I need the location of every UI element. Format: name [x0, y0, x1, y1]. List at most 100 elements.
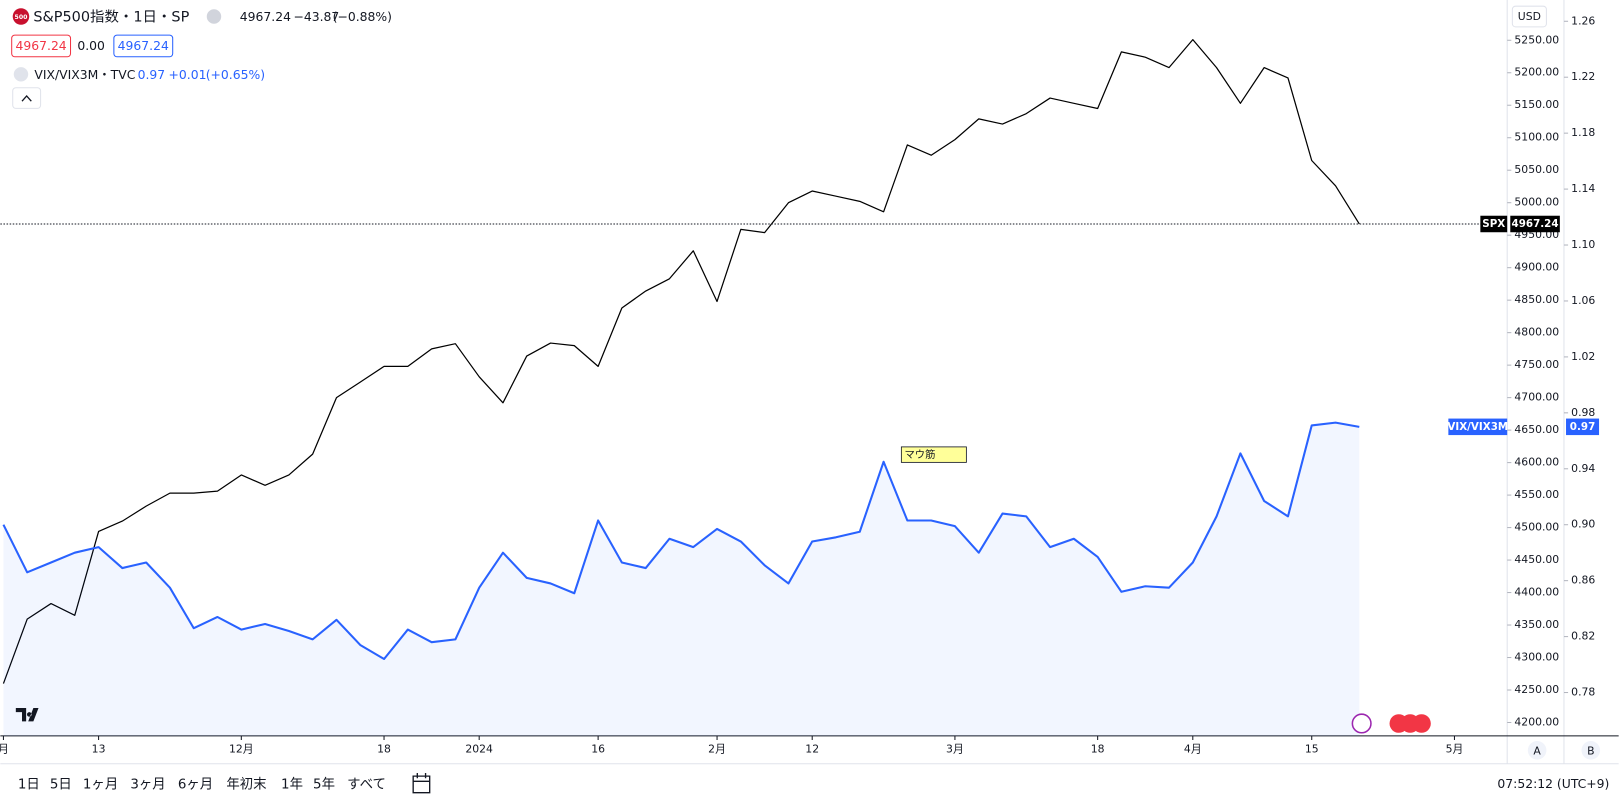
range-button[interactable]: 年初末 [226, 776, 266, 792]
flag-icon[interactable] [1412, 714, 1431, 733]
event-icon[interactable] [1351, 713, 1372, 734]
scale-b[interactable]: B [1587, 744, 1594, 757]
y2-tick-label: 0.90 [1571, 518, 1595, 531]
range-button[interactable]: 1ヶ月 [83, 777, 118, 792]
y2-tick-label: 1.14 [1571, 182, 1595, 195]
sell-box[interactable] [11, 34, 72, 58]
y-tick-label: 4900.00 [1514, 261, 1559, 274]
study-change: +0.01 [169, 68, 207, 82]
y-tick-label: 5050.00 [1514, 163, 1559, 176]
collapse-icon [21, 94, 32, 102]
y2-tick-label: 1.26 [1571, 14, 1595, 27]
buy-price[interactable]: 4967.24 [118, 39, 169, 53]
series-tag [1480, 215, 1508, 233]
y2-tick-label: 1.22 [1571, 70, 1595, 83]
logo-text: 500 [15, 14, 29, 21]
y-tick-label: 4600.00 [1514, 456, 1559, 469]
annotation-box[interactable] [900, 446, 967, 463]
y-tick-label: 4750.00 [1514, 358, 1559, 371]
toggle-icon[interactable] [206, 9, 222, 24]
y-tick-label: 4350.00 [1514, 618, 1559, 631]
x-tick-label: 2024 [465, 742, 493, 755]
y2-tick-label: 1.06 [1571, 294, 1595, 307]
y-tick-label: 5150.00 [1514, 98, 1559, 111]
y2-tick-label: 1.02 [1571, 350, 1595, 363]
buy-box[interactable] [113, 34, 174, 58]
range-button[interactable]: 5日 [50, 777, 72, 792]
y-tick-label: 4850.00 [1514, 293, 1559, 306]
x-tick-label: 18 [377, 742, 391, 755]
sell-price[interactable]: 4967.24 [16, 39, 67, 53]
range-button[interactable]: すべて [347, 776, 386, 792]
x-tick-label: 12 [805, 742, 819, 755]
series-tag-label: SPX [1482, 218, 1505, 230]
scale-button[interactable] [1527, 741, 1547, 760]
series-tag-label: VIX/VIX3M [1447, 421, 1508, 433]
y2-tick-label: 0.98 [1571, 406, 1595, 419]
range-button[interactable]: 5年 [313, 776, 335, 792]
x-tick-label: 12月 [229, 742, 254, 755]
series-line [2, 421, 1360, 661]
annotation[interactable]: マウ筋 [904, 448, 935, 461]
tv-logo [15, 708, 39, 722]
y-tick-label: 4200.00 [1514, 715, 1559, 728]
y-tick-label: 5100.00 [1514, 131, 1559, 144]
date-range-icon[interactable] [412, 773, 431, 794]
x-tick-label: 13 [92, 742, 106, 755]
y2-tick-label: 0.94 [1571, 462, 1595, 475]
x-tick-label: 5月 [1446, 742, 1464, 755]
y2-tick-label: 1.10 [1571, 238, 1595, 251]
currency-button[interactable] [1511, 5, 1547, 28]
x-tick-label: 4月 [1184, 742, 1202, 755]
study-title[interactable]: VIX/VIX3M・TVC [34, 68, 135, 82]
study-icon [13, 67, 29, 82]
price-change-pct: (−0.88%) [333, 10, 392, 24]
price-tag [1566, 418, 1600, 436]
y-tick-label: 4400.00 [1514, 586, 1559, 599]
collapse-button[interactable] [12, 87, 42, 109]
y-tick-label: 4300.00 [1514, 651, 1559, 664]
x-tick-label: 18 [1091, 742, 1105, 755]
study-change-pct: (+0.65%) [206, 68, 265, 82]
range-button[interactable]: 1日 [18, 777, 40, 792]
y-tick-label: 4550.00 [1514, 488, 1559, 501]
toolbar: 1日 5日 1ヶ月 3ヶ月 6ヶ月 年初末 1年 5年 すべて [18, 776, 386, 792]
x-tick-label: 16 [591, 742, 605, 755]
x-tick-label: 15 [1305, 742, 1319, 755]
currency[interactable]: USD [1518, 10, 1541, 23]
x-tick-label: 月 [0, 742, 9, 755]
y2-tick-label: 0.82 [1571, 630, 1595, 643]
symbol-logo [12, 8, 30, 25]
range-button[interactable]: 1年 [281, 776, 303, 792]
scale-button[interactable] [1581, 741, 1601, 760]
y2-tick-label: 0.86 [1571, 574, 1595, 587]
y-tick-label: 5250.00 [1514, 33, 1559, 46]
price-tag [1510, 215, 1560, 233]
x-tick-label: 3月 [946, 742, 964, 755]
price-tag-label: 4967.24 [1512, 218, 1559, 230]
range-button[interactable]: 6ヶ月 [178, 777, 213, 792]
series-tag [1448, 418, 1508, 436]
clock: 07:52:12 (UTC+9) [1497, 777, 1609, 791]
y-tick-label: 5200.00 [1514, 66, 1559, 79]
y-tick-label: 4250.00 [1514, 683, 1559, 696]
y-tick-label: 4800.00 [1514, 326, 1559, 339]
symbol-title[interactable]: S&P500指数・1日・SP [33, 9, 189, 26]
y-tick-label: 4700.00 [1514, 391, 1559, 404]
spread: 0.00 [77, 39, 105, 53]
x-tick-label: 2月 [708, 742, 726, 755]
plot: マウ筋 [0, 39, 1508, 736]
y-tick-label: 5000.00 [1514, 196, 1559, 209]
range-button[interactable]: 3ヶ月 [130, 777, 165, 792]
last-price: 4967.24 [240, 10, 291, 24]
y2-tick-label: 0.78 [1571, 686, 1595, 699]
study-value: 0.97 [138, 68, 166, 82]
price-change: −43.87 [293, 10, 339, 24]
price-tag-label: 0.97 [1570, 421, 1595, 433]
scale-a[interactable]: A [1533, 744, 1541, 757]
series-line [2, 39, 1360, 684]
y-tick-label: 4450.00 [1514, 553, 1559, 566]
